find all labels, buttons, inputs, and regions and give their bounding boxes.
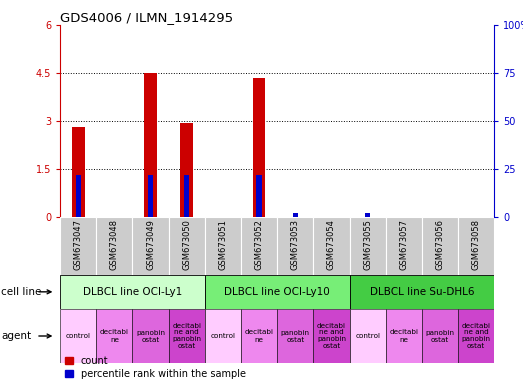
Bar [385,309,422,363]
Text: decitabi
ne: decitabi ne [245,329,274,343]
Bar [313,309,349,363]
Bar [180,122,193,217]
Bar [458,309,494,363]
Bar [349,217,385,275]
Bar [184,175,189,217]
Text: decitabi
ne: decitabi ne [100,329,129,343]
Text: GSM673049: GSM673049 [146,219,155,270]
Bar [205,217,241,275]
Bar [132,217,168,275]
Legend: count, percentile rank within the sample: count, percentile rank within the sample [65,356,246,379]
Bar [277,309,313,363]
Text: panobin
ostat: panobin ostat [136,329,165,343]
Text: GSM673056: GSM673056 [436,219,445,270]
Text: panobin
ostat: panobin ostat [426,329,454,343]
Bar [75,175,81,217]
Text: decitabi
ne and
panobin
ostat: decitabi ne and panobin ostat [317,323,346,349]
Bar [241,309,277,363]
Bar [96,217,132,275]
Text: GSM673053: GSM673053 [291,219,300,270]
Bar [72,127,85,217]
Bar [422,309,458,363]
Text: GSM673055: GSM673055 [363,219,372,270]
Bar [205,275,349,309]
Text: DLBCL line OCI-Ly1: DLBCL line OCI-Ly1 [83,287,182,297]
Bar [148,175,153,217]
Text: GSM673051: GSM673051 [219,219,228,270]
Text: decitabi
ne: decitabi ne [389,329,418,343]
Text: GSM673047: GSM673047 [74,219,83,270]
Text: cell line: cell line [1,287,41,297]
Bar [365,213,370,217]
Text: control: control [66,333,90,339]
Bar [168,217,205,275]
Text: agent: agent [1,331,31,341]
Bar [458,217,494,275]
Text: decitabi
ne and
panobin
ostat: decitabi ne and panobin ostat [462,323,491,349]
Bar [422,217,458,275]
Bar [144,73,157,217]
Bar [253,78,266,217]
Text: GSM673052: GSM673052 [255,219,264,270]
Text: GSM673057: GSM673057 [399,219,408,270]
Text: control: control [355,333,380,339]
Bar [60,275,205,309]
Text: GSM673058: GSM673058 [472,219,481,270]
Text: GSM673050: GSM673050 [182,219,191,270]
Bar [349,309,385,363]
Bar [385,217,422,275]
Text: panobin
ostat: panobin ostat [281,329,310,343]
Bar [256,175,262,217]
Text: GSM673054: GSM673054 [327,219,336,270]
Text: GSM673048: GSM673048 [110,219,119,270]
Bar [313,217,349,275]
Bar [132,309,168,363]
Bar [205,309,241,363]
Text: GDS4006 / ILMN_1914295: GDS4006 / ILMN_1914295 [60,11,233,24]
Bar [60,217,96,275]
Bar [168,309,205,363]
Bar [96,309,132,363]
Text: DLBCL line OCI-Ly10: DLBCL line OCI-Ly10 [224,287,330,297]
Bar [292,213,298,217]
Text: control: control [210,333,235,339]
Text: decitabi
ne and
panobin
ostat: decitabi ne and panobin ostat [172,323,201,349]
Text: DLBCL line Su-DHL6: DLBCL line Su-DHL6 [370,287,474,297]
Bar [60,309,96,363]
Bar [349,275,494,309]
Bar [241,217,277,275]
Bar [277,217,313,275]
